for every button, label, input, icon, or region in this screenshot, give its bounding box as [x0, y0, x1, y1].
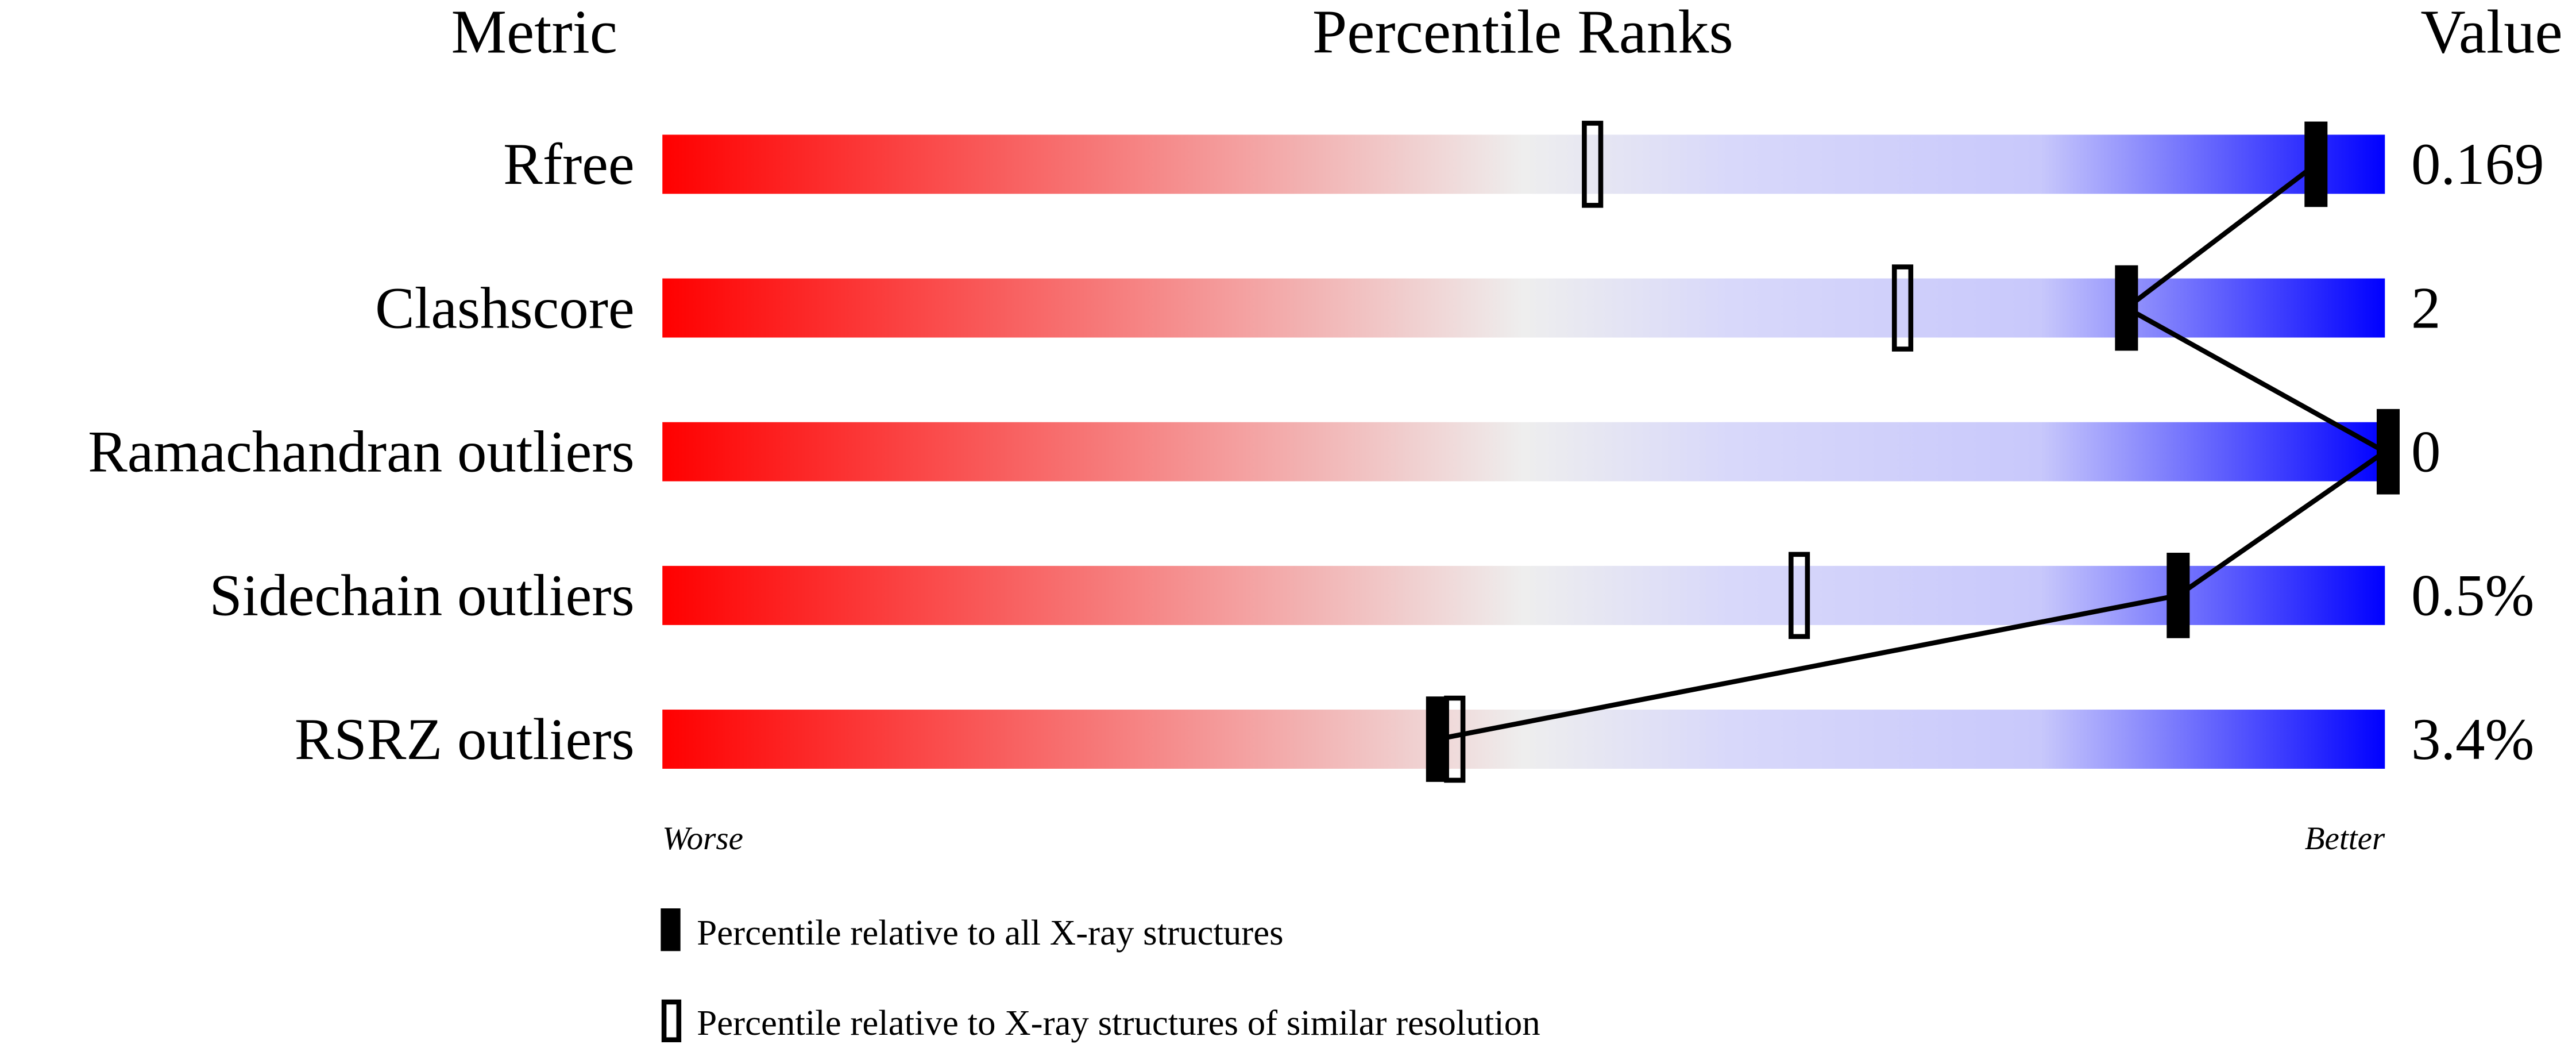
- all-structures-marker: [2376, 409, 2400, 495]
- percentile-bar: [662, 710, 2385, 769]
- similar-resolution-marker: [1891, 264, 1914, 352]
- header-value: Value: [2420, 0, 2562, 66]
- metric-label: Rfree: [503, 132, 635, 197]
- better-label: Better: [2305, 820, 2385, 857]
- legend-all-label: Percentile relative to all X-ray structu…: [697, 912, 1283, 953]
- header-metric: Metric: [451, 0, 617, 66]
- legend-similar-label: Percentile relative to X-ray structures …: [697, 1003, 1540, 1043]
- all-structures-marker: [2304, 121, 2328, 207]
- all-structures-marker: [2166, 553, 2190, 638]
- percentile-bar: [662, 278, 2385, 338]
- metric-label: Sidechain outliers: [209, 563, 634, 629]
- percentile-bar: [662, 134, 2385, 194]
- metric-value: 3.4%: [2411, 707, 2534, 772]
- percentile-bar: [662, 422, 2385, 481]
- legend-filled-marker-icon: [661, 908, 681, 951]
- metric-value: 0.169: [2411, 132, 2544, 197]
- all-structures-marker: [2115, 265, 2138, 351]
- header-percentile-ranks: Percentile Ranks: [1312, 0, 1733, 66]
- all-structures-marker: [1426, 696, 1449, 782]
- worse-label: Worse: [662, 820, 743, 857]
- metric-label: RSRZ outliers: [295, 707, 635, 772]
- metric-value: 0: [2411, 419, 2440, 485]
- metric-value: 0.5%: [2411, 563, 2534, 629]
- metric-label: Ramachandran outliers: [88, 419, 635, 485]
- similar-resolution-marker: [1582, 121, 1604, 208]
- legend-open-marker-icon: [661, 999, 682, 1042]
- similar-resolution-marker: [1789, 552, 1810, 639]
- percentile-bar: [662, 565, 2385, 625]
- metric-value: 2: [2411, 275, 2440, 341]
- metric-label: Clashscore: [375, 275, 635, 341]
